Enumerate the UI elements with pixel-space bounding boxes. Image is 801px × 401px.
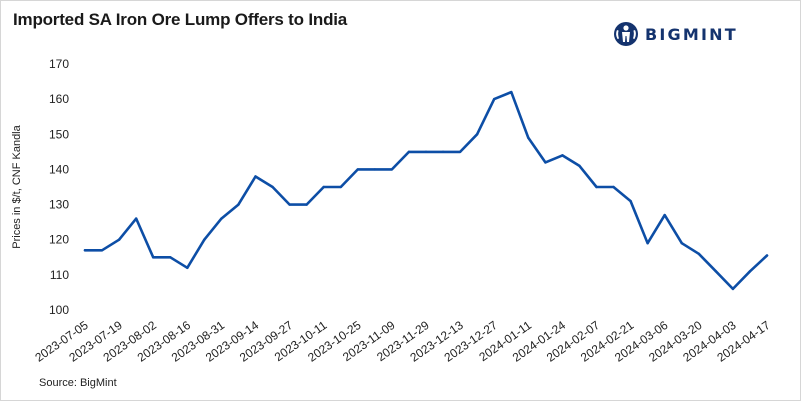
bigmint-logo: BIGMINT: [613, 17, 738, 51]
y-axis: 100 110 120 130 140 150 160 170: [49, 57, 69, 317]
data-point: [629, 199, 632, 203]
data-point: [731, 287, 735, 291]
data-point: [134, 217, 138, 220]
series-price: [83, 90, 769, 291]
data-point: [697, 252, 700, 255]
data-point: [203, 238, 206, 241]
y-tick-label: 170: [49, 57, 69, 71]
y-tick-label: 150: [49, 127, 69, 141]
data-point: [288, 203, 291, 206]
chart-title: Imported SA Iron Ore Lump Offers to Indi…: [13, 10, 348, 29]
data-point: [339, 185, 342, 189]
y-tick-label: 110: [50, 268, 69, 282]
data-point: [527, 136, 530, 139]
data-point: [407, 150, 411, 154]
y-axis-title: Prices in $/t, CNF Kandla: [11, 124, 23, 248]
data-point: [612, 185, 615, 189]
y-tick-label: 100: [49, 303, 69, 317]
data-point: [271, 185, 274, 189]
data-point: [765, 254, 769, 257]
data-point: [305, 203, 308, 206]
y-tick-label: 120: [49, 233, 69, 247]
y-tick-label: 130: [49, 198, 69, 212]
data-point: [424, 150, 428, 154]
data-point: [373, 168, 377, 171]
data-point: [578, 164, 581, 168]
x-axis: 2023-07-052023-07-192023-08-022023-08-16…: [32, 318, 773, 365]
y-tick-label: 140: [49, 162, 69, 176]
data-point: [152, 256, 155, 259]
data-point: [475, 133, 479, 136]
data-point: [356, 168, 359, 171]
logo-text: BIGMINT: [645, 24, 738, 44]
bigmint-globe-icon: [614, 22, 638, 46]
data-point: [510, 90, 513, 94]
data-point: [748, 270, 752, 273]
source-note: Source: BigMint: [39, 377, 117, 389]
data-point: [186, 266, 189, 270]
data-point: [441, 150, 445, 154]
data-point: [390, 168, 394, 171]
data-point: [663, 213, 666, 217]
data-point: [220, 217, 223, 220]
data-point: [595, 185, 598, 189]
data-point: [237, 203, 240, 206]
data-point: [714, 270, 718, 273]
data-point: [493, 97, 496, 101]
data-point: [100, 249, 104, 252]
data-point: [680, 242, 683, 245]
data-point: [322, 185, 325, 189]
data-point: [117, 238, 121, 241]
data-point: [254, 175, 257, 178]
data-point: [83, 249, 87, 252]
data-point: [458, 150, 462, 154]
y-tick-label: 160: [49, 92, 69, 106]
data-point: [561, 154, 564, 157]
data-point: [169, 256, 172, 259]
data-point: [646, 242, 649, 245]
data-point: [544, 161, 547, 164]
series-line: [83, 90, 769, 291]
